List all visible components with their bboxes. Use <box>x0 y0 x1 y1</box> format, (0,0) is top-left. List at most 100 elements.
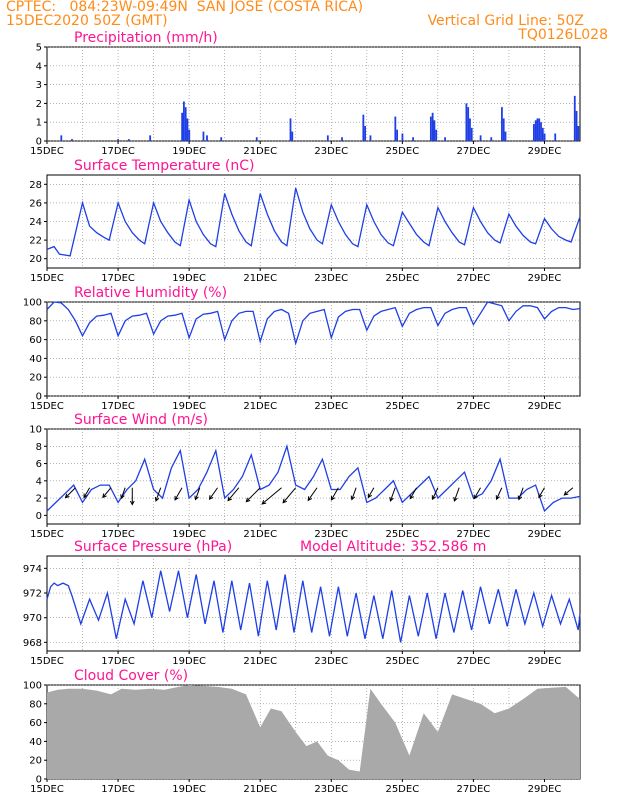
x-tick-label: 19DEC <box>172 784 206 795</box>
wind-arrow-head <box>538 493 543 499</box>
precipitation-bar <box>364 125 367 141</box>
x-tick-label: 27DEC <box>457 529 491 540</box>
x-tick-label: 29DEC <box>528 273 562 284</box>
wind-arrow <box>261 487 282 505</box>
header-model-id: TQ0126L028 <box>518 27 608 43</box>
y-tick-label: 3 <box>36 80 42 91</box>
precipitation-bar <box>502 118 505 141</box>
wind-arrow <box>83 487 91 498</box>
x-tick-label: 29DEC <box>528 784 562 795</box>
y-tick-label: 972 <box>23 589 42 600</box>
wind-arrow-head <box>517 495 523 501</box>
wind-arrow-head <box>330 495 336 501</box>
precipitation-bar <box>573 95 576 141</box>
wind-arrow <box>538 487 545 498</box>
precipitation-bar <box>504 131 507 141</box>
x-tick-label: 27DEC <box>457 273 491 284</box>
precipitation-bar <box>412 137 414 141</box>
y-tick-label: 8 <box>36 442 42 453</box>
y-tick-label: 24 <box>29 217 42 228</box>
wind-arrow <box>473 487 481 499</box>
wind-arrow-head <box>473 494 478 500</box>
y-tick-label: 80 <box>29 699 42 710</box>
wind-arrow <box>155 487 162 502</box>
series-line <box>46 301 581 346</box>
panel-frame <box>46 428 581 525</box>
x-tick-label: 25DEC <box>385 656 419 667</box>
x-tick-label: 19DEC <box>172 656 206 667</box>
wind-arrow-head <box>154 496 160 502</box>
x-tick-label: 21DEC <box>243 656 277 667</box>
y-tick-label: 4 <box>36 476 42 487</box>
x-tick-label: 17DEC <box>101 273 135 284</box>
wind-arrow-head <box>367 493 372 499</box>
wind-arrow <box>65 487 76 498</box>
x-tick-label: 15DEC <box>30 656 64 667</box>
precipitation-bar <box>501 107 503 141</box>
wind-arrow-head <box>194 495 199 501</box>
precipitation-bar <box>341 137 343 141</box>
precipitation-bar <box>71 139 73 141</box>
wind-arrow <box>563 487 574 496</box>
y-tick-label: 20 <box>29 756 42 767</box>
y-tick-label: 974 <box>23 564 42 575</box>
wind-arrow-head <box>120 494 125 500</box>
wind-arrow <box>518 487 524 500</box>
wind-arrow <box>120 487 126 499</box>
x-tick-label: 25DEC <box>385 401 419 412</box>
wind-arrow <box>227 487 240 501</box>
y-tick-label: 40 <box>29 737 42 748</box>
wind-arrow <box>367 487 375 498</box>
precipitation-bar <box>183 101 185 141</box>
wind-arrow <box>453 487 460 502</box>
wind-arrow-head <box>409 494 414 500</box>
precipitation-bar <box>181 112 184 141</box>
precipitation-bar <box>541 127 544 141</box>
precipitation-bar <box>149 135 152 141</box>
x-tick-label: 17DEC <box>101 146 135 157</box>
x-tick-label: 15DEC <box>30 784 64 795</box>
precipitation-bar <box>490 137 493 141</box>
precipitation-bar <box>536 118 539 141</box>
precipitation-bar <box>435 129 438 141</box>
x-tick-label: 17DEC <box>101 656 135 667</box>
wind-arrow <box>102 487 112 498</box>
y-tick-label: 5 <box>36 43 42 54</box>
y-tick-label: 0 <box>36 775 42 786</box>
x-tick-label: 23DEC <box>314 656 348 667</box>
x-tick-label: 21DEC <box>243 273 277 284</box>
y-tick-label: 40 <box>29 354 42 365</box>
precipitation-bar <box>184 107 187 141</box>
wind-arrow-head <box>261 500 267 505</box>
x-tick-label: 29DEC <box>528 656 562 667</box>
precipitation-bar <box>326 135 329 141</box>
panel-title: Surface Pressure (hPa) <box>74 539 232 555</box>
y-tick-label: 1 <box>36 118 42 129</box>
precipitation-bar <box>369 135 372 141</box>
precipitation-bar <box>538 118 541 141</box>
y-tick-label: 100 <box>23 298 42 309</box>
wind-arrow <box>282 487 297 504</box>
x-tick-label: 29DEC <box>528 401 562 412</box>
precipitation-bar <box>470 127 473 141</box>
wind-arrow <box>330 487 339 501</box>
precipitation-bar <box>396 129 399 141</box>
wind-arrow-head <box>431 495 437 501</box>
x-tick-label: 29DEC <box>528 146 562 157</box>
wind-arrow-head <box>350 495 356 501</box>
precipitation-bar <box>289 118 292 141</box>
y-tick-label: 4 <box>36 61 42 72</box>
precipitation-bar <box>431 112 434 141</box>
y-tick-label: 0 <box>36 137 42 148</box>
x-tick-label: 25DEC <box>385 784 419 795</box>
x-tick-label: 27DEC <box>457 784 491 795</box>
x-tick-label: 17DEC <box>101 401 135 412</box>
header-station: CPTEC: 084:23W-09:49N SAN JOSE (COSTA RI… <box>6 0 364 15</box>
y-tick-label: 6 <box>36 459 42 470</box>
x-tick-label: 15DEC <box>30 401 64 412</box>
x-tick-label: 25DEC <box>385 146 419 157</box>
panel-title: Surface Wind (m/s) <box>74 412 208 428</box>
header-vertical-grid: Vertical Grid Line: 50Z <box>427 13 584 29</box>
panel-title: Precipitation (mm/h) <box>74 30 218 46</box>
precipitation-bar <box>206 135 208 141</box>
